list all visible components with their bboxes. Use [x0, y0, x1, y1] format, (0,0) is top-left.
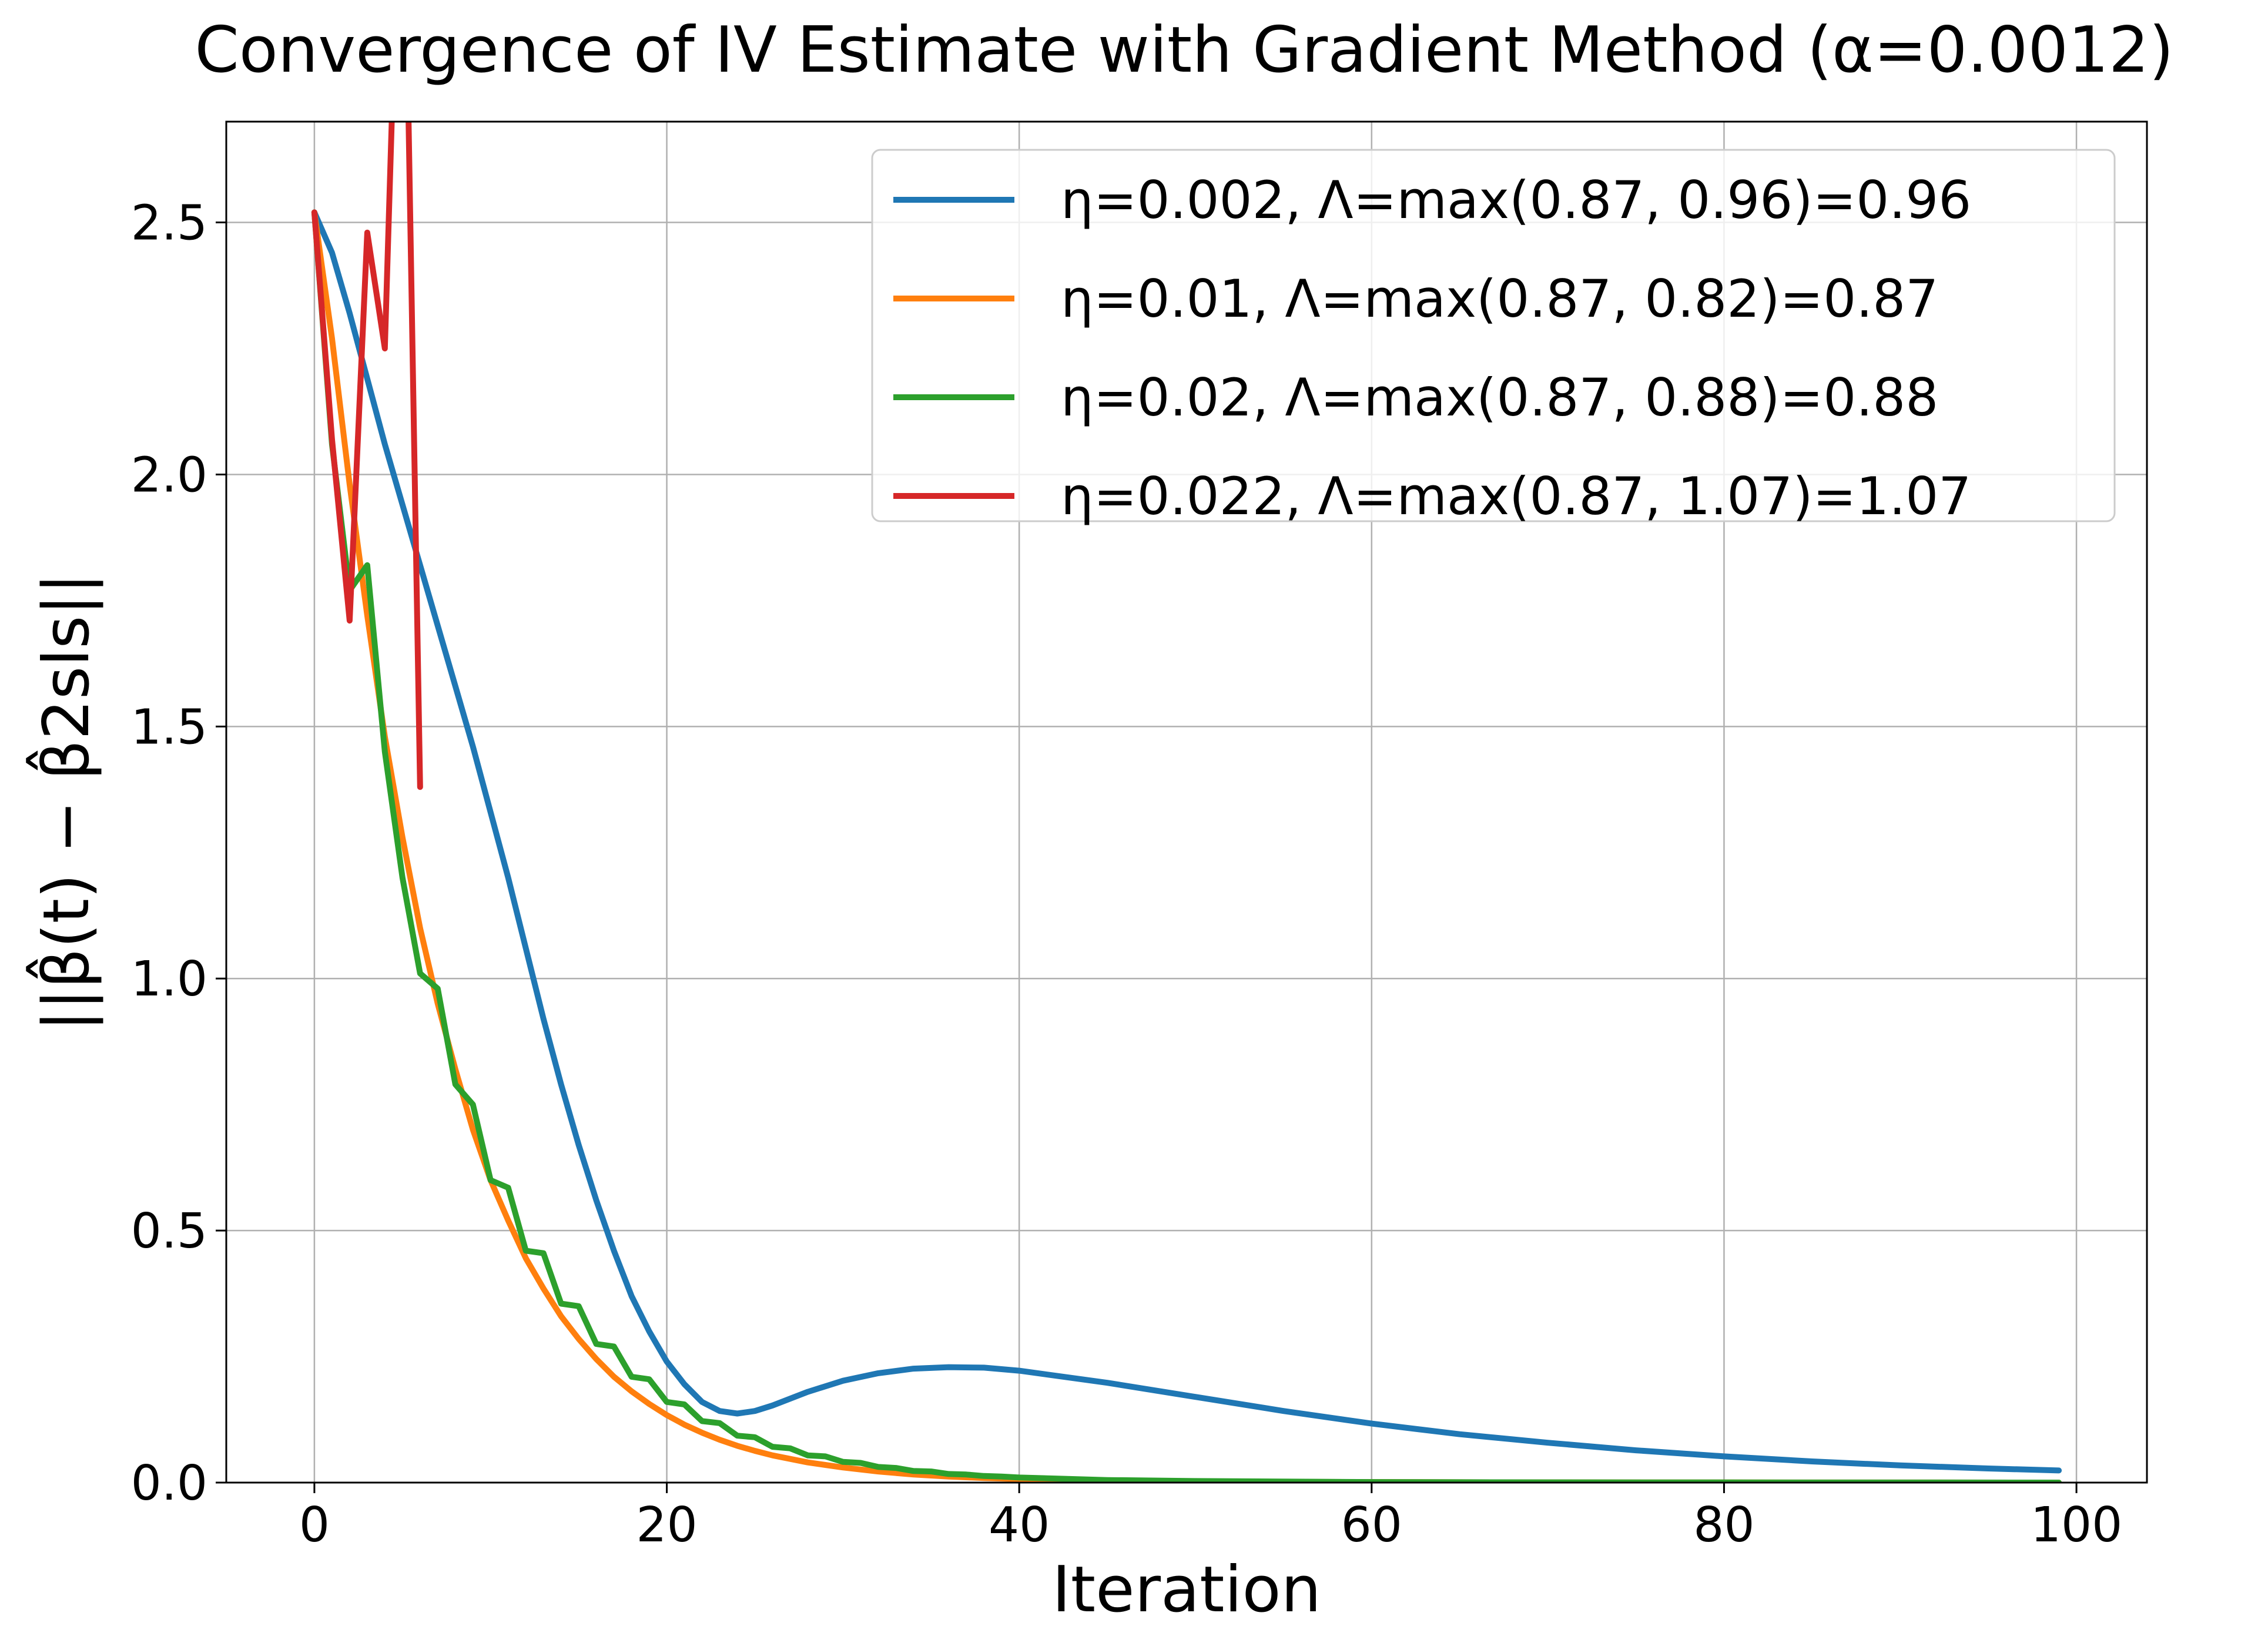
x-tick-label: 20 [636, 1497, 697, 1553]
y-axis-ticks: 0.0 0.5 1.0 1.5 2.0 2.5 [131, 196, 226, 1511]
legend-label-4: η=0.022, Λ=max(0.87, 1.07)=1.07 [1061, 466, 1971, 527]
y-axis-label: ||β̂(t) − β̂2sls|| [25, 573, 103, 1031]
y-tick-label: 0.0 [131, 1456, 207, 1511]
y-tick-label: 0.5 [131, 1203, 207, 1259]
legend-box [871, 149, 2116, 522]
x-tick-label: 100 [2031, 1497, 2123, 1553]
x-tick-label: 60 [1341, 1497, 1402, 1553]
y-tick-label: 2.0 [131, 447, 207, 503]
series-line-4 [311, 122, 423, 790]
chart-title: Convergence of IV Estimate with Gradient… [195, 14, 2173, 87]
x-axis-label: Iteration [1052, 1553, 1321, 1627]
y-tick-label: 2.5 [131, 196, 207, 252]
series-layer [311, 122, 2062, 1483]
y-tick-label: 1.0 [131, 951, 207, 1007]
legend-label-2: η=0.01, Λ=max(0.87, 0.82)=0.87 [1061, 269, 1938, 329]
y-tick-label: 1.5 [131, 699, 207, 755]
x-tick-label: 80 [1693, 1497, 1754, 1553]
plot-frame [225, 120, 2148, 1484]
legend: η=0.002, Λ=max(0.87, 0.96)=0.96 η=0.01, Λ… [871, 149, 2116, 527]
x-tick-label: 0 [299, 1497, 330, 1553]
legend-label-3: η=0.02, Λ=max(0.87, 0.88)=0.88 [1061, 367, 1938, 428]
x-axis-ticks: 0 20 40 60 80 100 [299, 1483, 2123, 1553]
series-line-1 [311, 209, 2062, 1474]
series-line-3 [311, 209, 2062, 1483]
legend-label-1: η=0.002, Λ=max(0.87, 0.96)=0.96 [1061, 170, 1971, 230]
x-tick-label: 40 [989, 1497, 1050, 1553]
